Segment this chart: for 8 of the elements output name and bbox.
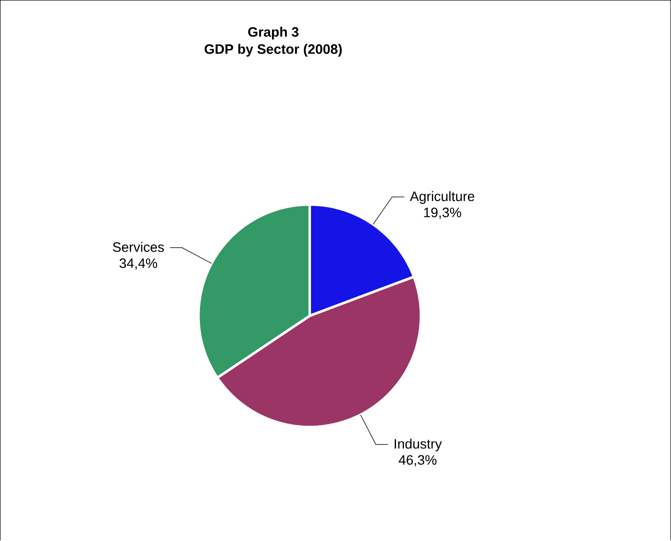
slice-label: Services (112, 242, 164, 252)
slice-label: Industry (394, 438, 442, 452)
data-label: 19,3% (424, 208, 462, 220)
data-label: 46,3% (398, 455, 436, 467)
slice-label: Agriculture (410, 191, 474, 204)
chart-subtitle: GDP by Sector (2008) (204, 44, 342, 57)
data-label: 34,4% (120, 258, 158, 270)
chart-title: Graph 3 (248, 27, 299, 40)
